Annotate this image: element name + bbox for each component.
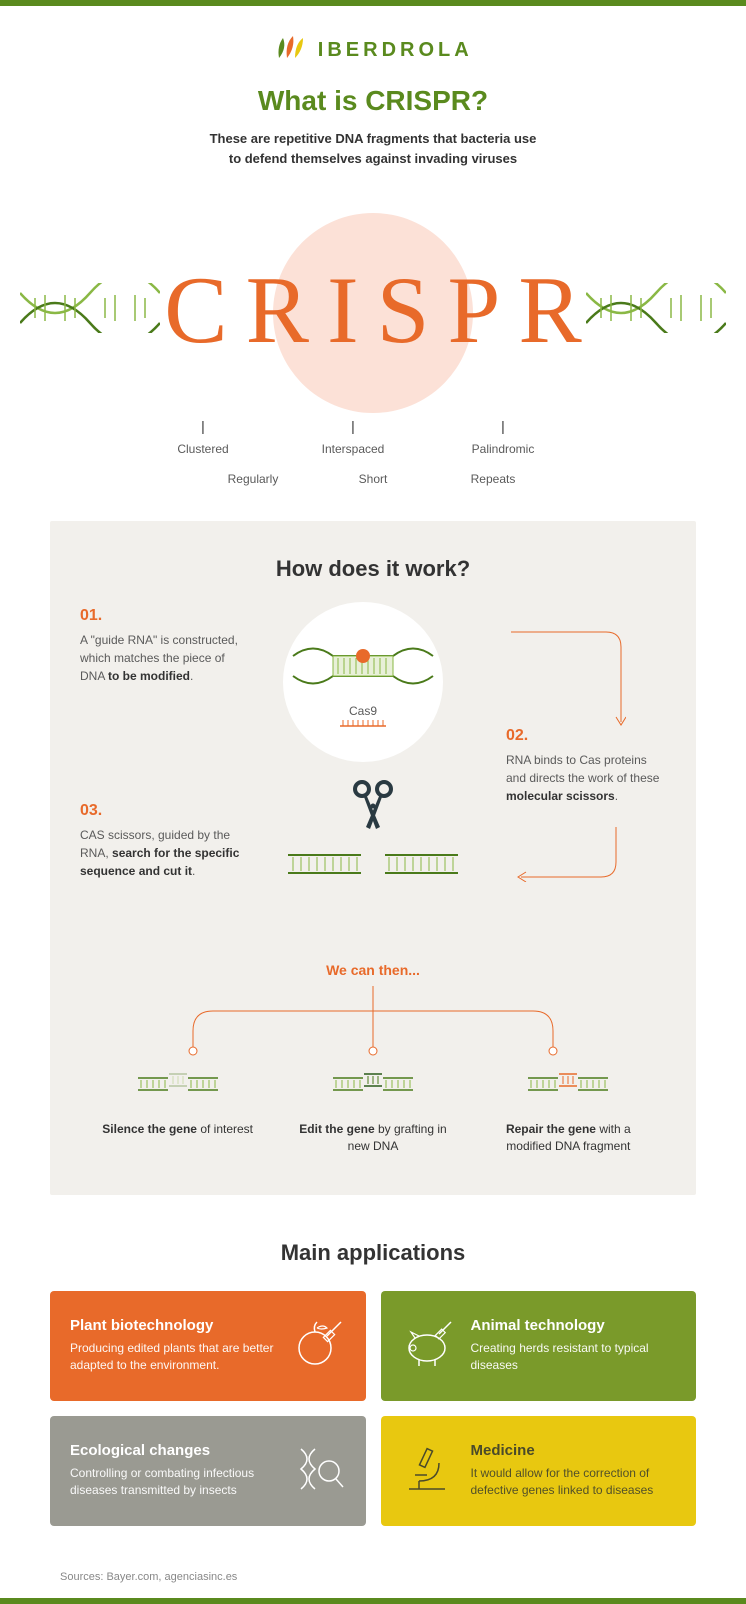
step-1: 01. A "guide RNA" is constructed, which … [80, 607, 240, 685]
step-2: 02. RNA binds to Cas proteins and direct… [506, 727, 666, 805]
applications-title: Main applications [40, 1240, 706, 1266]
microscope-icon [401, 1441, 456, 1496]
subtitle: These are repetitive DNA fragments that … [40, 129, 706, 168]
sources: Sources: Bayer.com, agenciasinc.es [60, 1571, 686, 1583]
page-title: What is CRISPR? [40, 85, 706, 117]
cut-dna-icon [283, 847, 463, 882]
arrow-icon [506, 627, 626, 737]
dna-silence-icon [133, 1066, 223, 1106]
bottom-bar [0, 1598, 746, 1604]
acronym-row-top: |Clustered |Interspaced |Palindromic [40, 418, 706, 456]
leaf-icon [273, 34, 307, 62]
crispr-hero: CRISPR [40, 213, 706, 413]
acronym-row-bottom: Regularly Short Repeats [40, 472, 706, 486]
app-card-animal: Animal technology Creating herds resista… [381, 1291, 697, 1401]
outcome-repair: Repair the gene with a modified DNA frag… [483, 1066, 653, 1155]
pig-syringe-icon [401, 1316, 456, 1371]
app-card-plant: Plant biotechnology Producing edited pla… [50, 1291, 366, 1401]
dna-target-icon [288, 636, 438, 696]
top-bar [0, 0, 746, 6]
outcome-edit: Edit the gene by grafting in new DNA [288, 1066, 458, 1155]
crispr-word: CRISPR [40, 263, 706, 358]
brand-name: IBERDROLA [318, 39, 473, 62]
app-card-medicine: Medicine It would allow for the correcti… [381, 1416, 697, 1526]
brand-logo: IBERDROLA [40, 34, 706, 67]
apple-syringe-icon [291, 1316, 346, 1371]
diagram-center: Cas9 [283, 602, 463, 887]
how-it-works-panel: How does it work? 01. A "guide RNA" is c… [50, 521, 696, 1195]
applications-grid: Plant biotechnology Producing edited pla… [50, 1291, 696, 1526]
dna-repair-icon [523, 1066, 613, 1106]
we-can-label: We can then... [80, 962, 666, 978]
dna-edit-icon [328, 1066, 418, 1106]
outcome-silence: Silence the gene of interest [93, 1066, 263, 1155]
app-card-ecological: Ecological changes Controlling or combat… [50, 1416, 366, 1526]
how-title: How does it work? [80, 556, 666, 582]
branch-connector [133, 986, 613, 1056]
arrow-icon [511, 822, 621, 882]
scissors-icon [348, 777, 398, 832]
rna-strand-icon [338, 718, 388, 728]
dna-search-icon [291, 1441, 346, 1496]
step-3: 03. CAS scissors, guided by the RNA, sea… [80, 802, 240, 880]
